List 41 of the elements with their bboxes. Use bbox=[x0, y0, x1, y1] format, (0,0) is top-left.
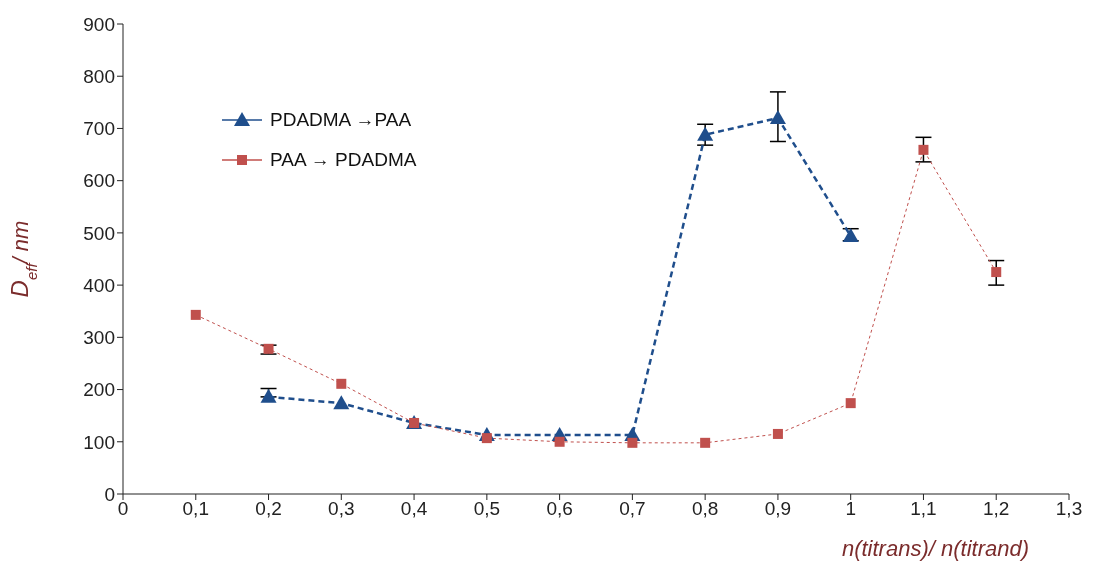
x-tick-label: 0,9 bbox=[764, 498, 792, 520]
x-tick-label: 0,6 bbox=[546, 498, 573, 520]
x-tick-label: 0,3 bbox=[328, 498, 355, 520]
x-tick-label: 1 bbox=[845, 498, 856, 520]
point bbox=[260, 388, 277, 403]
point bbox=[772, 428, 783, 439]
y-tick-label: 100 bbox=[83, 431, 115, 453]
y-tick-label: 200 bbox=[83, 379, 115, 401]
point bbox=[697, 126, 714, 141]
y-tick-label: 600 bbox=[83, 170, 115, 192]
y-tick-label: 500 bbox=[83, 222, 115, 244]
point bbox=[991, 267, 1002, 278]
y-tick-label: 400 bbox=[83, 274, 115, 296]
x-axis-title: n(titrans)/ n(titrand) bbox=[841, 536, 1029, 561]
legend-label: PDADMA →PAA bbox=[270, 108, 412, 132]
x-tick-label: 1,3 bbox=[1055, 498, 1083, 520]
x-tick-label: 1,1 bbox=[910, 498, 937, 520]
x-tick-label: 0,2 bbox=[255, 498, 282, 520]
y-tick-label: 700 bbox=[83, 118, 115, 140]
x-tick-label: 0,4 bbox=[400, 498, 428, 520]
point bbox=[263, 343, 274, 354]
x-tick-label: 0,5 bbox=[473, 498, 501, 520]
point bbox=[627, 437, 638, 448]
point bbox=[918, 144, 929, 155]
point bbox=[845, 398, 856, 409]
point bbox=[554, 436, 565, 447]
x-tick-label: 0,8 bbox=[691, 498, 719, 520]
x-tick-label: 0 bbox=[117, 498, 129, 520]
x-tick-label: 0,7 bbox=[619, 498, 646, 520]
point bbox=[700, 437, 711, 448]
x-tick-label: 1,2 bbox=[983, 498, 1010, 520]
point bbox=[190, 309, 201, 320]
x-tick-label: 0,1 bbox=[182, 498, 209, 520]
y-tick-label: 800 bbox=[83, 65, 115, 87]
point bbox=[769, 110, 786, 124]
y-tick-label: 0 bbox=[104, 483, 115, 505]
point bbox=[333, 395, 350, 410]
legend-label: PAA → PDADMA bbox=[270, 148, 417, 172]
y-tick-label: 900 bbox=[83, 13, 115, 35]
point bbox=[336, 378, 347, 389]
y-tick-label: 300 bbox=[83, 327, 115, 349]
